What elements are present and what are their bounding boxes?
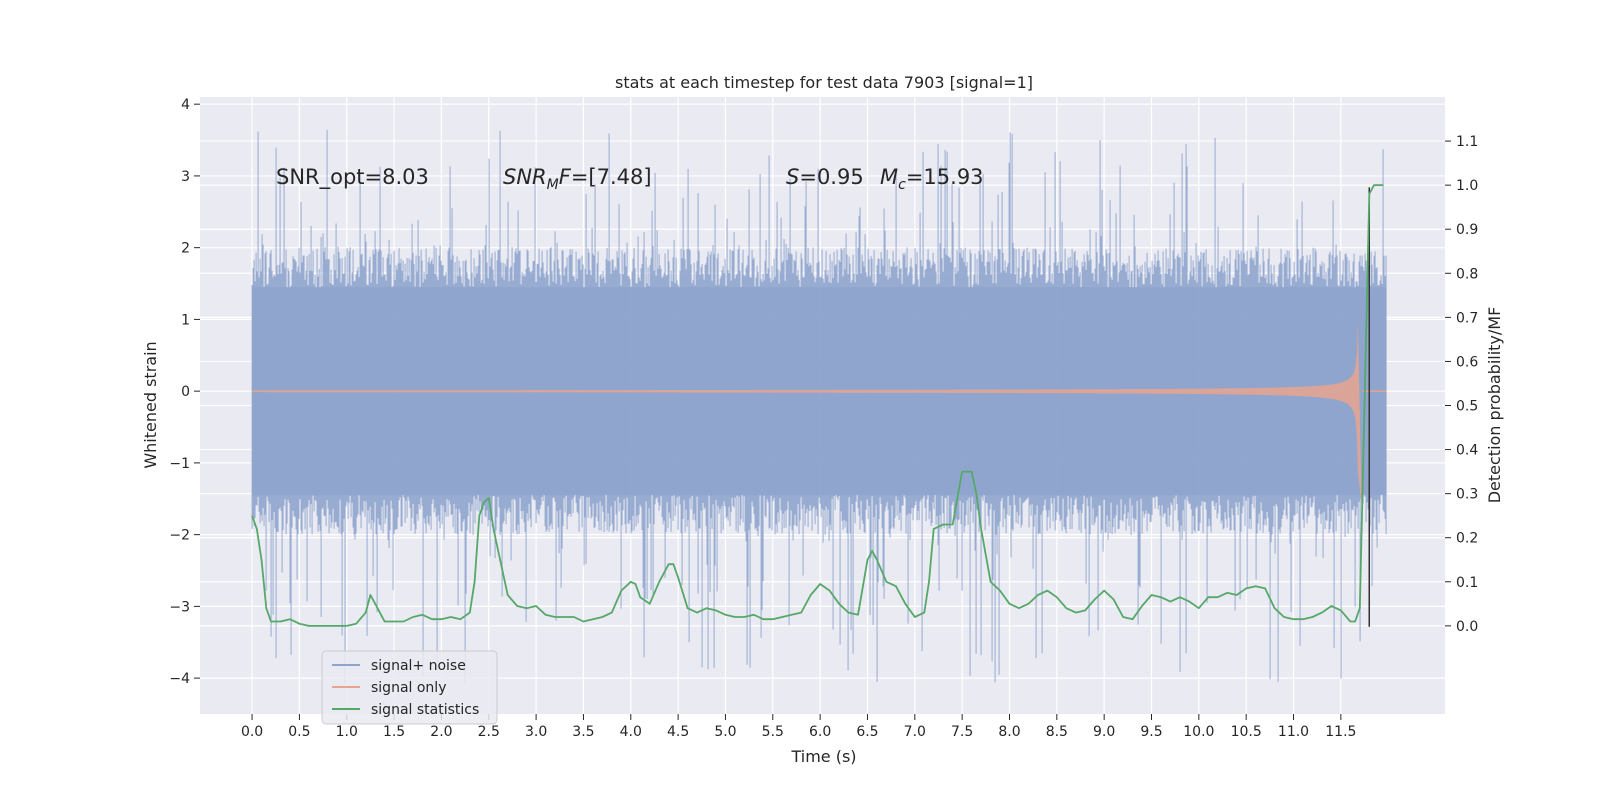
x-tick-label: 5.0 bbox=[714, 724, 736, 740]
x-tick-label: 6.5 bbox=[856, 724, 878, 740]
y2-tick-label: 0.6 bbox=[1456, 354, 1478, 370]
x-tick-label: 11.5 bbox=[1325, 724, 1356, 740]
x-tick-label: 4.5 bbox=[667, 724, 689, 740]
legend: signal+ noise signal only signal statist… bbox=[321, 650, 498, 725]
x-tick-label: 1.5 bbox=[383, 724, 405, 740]
y2-tick-label: 0.9 bbox=[1456, 222, 1478, 238]
x-tick-label: 5.5 bbox=[762, 724, 784, 740]
y-tick-label: 3 bbox=[181, 169, 190, 185]
x-tick-label: 2.0 bbox=[430, 724, 452, 740]
snr-mf-subscript: M bbox=[547, 177, 559, 193]
x-tick-label: 1.0 bbox=[336, 724, 358, 740]
y2-tick-label: 0.5 bbox=[1456, 399, 1478, 415]
y-tick-labels: 4 3 2 1 0 −1 −2 −3 −4 bbox=[169, 97, 200, 687]
x-tick-label: 9.0 bbox=[1093, 724, 1115, 740]
y-axis-label: Whitened strain bbox=[141, 341, 160, 468]
y-tick-label: 0 bbox=[181, 384, 190, 400]
y-tick-label: −3 bbox=[169, 599, 190, 615]
x-tick-label: 11.0 bbox=[1278, 724, 1309, 740]
x-tick-label: 9.5 bbox=[1140, 724, 1162, 740]
y-tick-label: 2 bbox=[181, 241, 190, 257]
y2-tick-label: 0.1 bbox=[1456, 575, 1478, 591]
snr-mf-value: =[7.48] bbox=[571, 165, 652, 189]
s-symbol: S bbox=[786, 165, 799, 189]
legend-box bbox=[321, 650, 498, 725]
x-tick-label: 4.0 bbox=[620, 724, 642, 740]
x-tick-label: 8.5 bbox=[1046, 724, 1068, 740]
x-tick-label: 3.0 bbox=[525, 724, 547, 740]
y2-tick-label: 0.3 bbox=[1456, 487, 1478, 503]
s-value: =0.95 bbox=[799, 165, 863, 189]
x-tick-label: 2.5 bbox=[478, 724, 500, 740]
y-tick-label: −1 bbox=[169, 456, 190, 472]
y2-tick-label: 0.8 bbox=[1456, 266, 1478, 282]
signal-only-series bbox=[252, 321, 1387, 506]
y2-tick-label: 0.2 bbox=[1456, 531, 1478, 547]
x-tick-label: 8.0 bbox=[998, 724, 1020, 740]
y2-tick-labels: 1.1 1.0 0.9 0.8 0.7 0.6 0.5 0.4 0.3 0.2 0.1 0.0 bbox=[1445, 134, 1478, 635]
x-tick-label: 0.5 bbox=[288, 724, 310, 740]
y2-tick-label: 0.7 bbox=[1456, 310, 1478, 326]
annotation-snr-opt: SNR_opt=8.03 bbox=[276, 165, 429, 190]
y-tick-label: −4 bbox=[169, 671, 190, 687]
legend-label-signal-only: signal only bbox=[371, 680, 446, 696]
annotation-s: S=0.95 bbox=[786, 165, 864, 189]
x-tick-label: 3.5 bbox=[572, 724, 594, 740]
chart-title: stats at each timestep for test data 790… bbox=[615, 73, 1033, 92]
mc-value: =15.93 bbox=[906, 165, 984, 189]
y2-tick-label: 1.1 bbox=[1456, 134, 1478, 150]
y2-tick-label: 1.0 bbox=[1456, 178, 1478, 194]
snr-mf-symbol: SNR bbox=[503, 165, 547, 189]
x-tick-labels: 0.0 0.5 1.0 1.5 2.0 2.5 3.0 3.5 4.0 4.5 5.0 5.5 6.0 6… bbox=[241, 714, 1356, 740]
signal-statistics-series bbox=[251, 184, 1384, 627]
signal-statistics-line bbox=[251, 184, 1384, 627]
y-tick-label: 4 bbox=[181, 97, 190, 113]
x-tick-label: 10.0 bbox=[1183, 724, 1214, 740]
x-tick-label: 0.0 bbox=[241, 724, 263, 740]
x-tick-label: 7.5 bbox=[951, 724, 973, 740]
mc-symbol: M bbox=[880, 165, 898, 189]
annotation-snr-mf: SNRMF=[7.48] bbox=[503, 165, 652, 193]
y-tick-label: −2 bbox=[169, 528, 190, 544]
x-tick-label: 7.0 bbox=[904, 724, 926, 740]
x-tick-label: 6.0 bbox=[809, 724, 831, 740]
annotation-mc: Mc=15.93 bbox=[880, 165, 984, 193]
y2-tick-label: 0.0 bbox=[1456, 619, 1478, 635]
legend-label-signal-noise: signal+ noise bbox=[371, 658, 466, 674]
mc-subscript: c bbox=[898, 177, 906, 193]
signal-noise-line bbox=[251, 129, 1387, 683]
x-axis-label: Time (s) bbox=[790, 747, 856, 766]
y2-tick-label: 0.4 bbox=[1456, 443, 1478, 459]
legend-label-signal-statistics: signal statistics bbox=[371, 702, 479, 718]
y2-axis-label: Detection probability/MF bbox=[1485, 307, 1504, 504]
x-tick-label: 10.5 bbox=[1231, 724, 1262, 740]
snr-mf-f: F bbox=[559, 165, 572, 189]
y-tick-label: 1 bbox=[181, 312, 190, 328]
